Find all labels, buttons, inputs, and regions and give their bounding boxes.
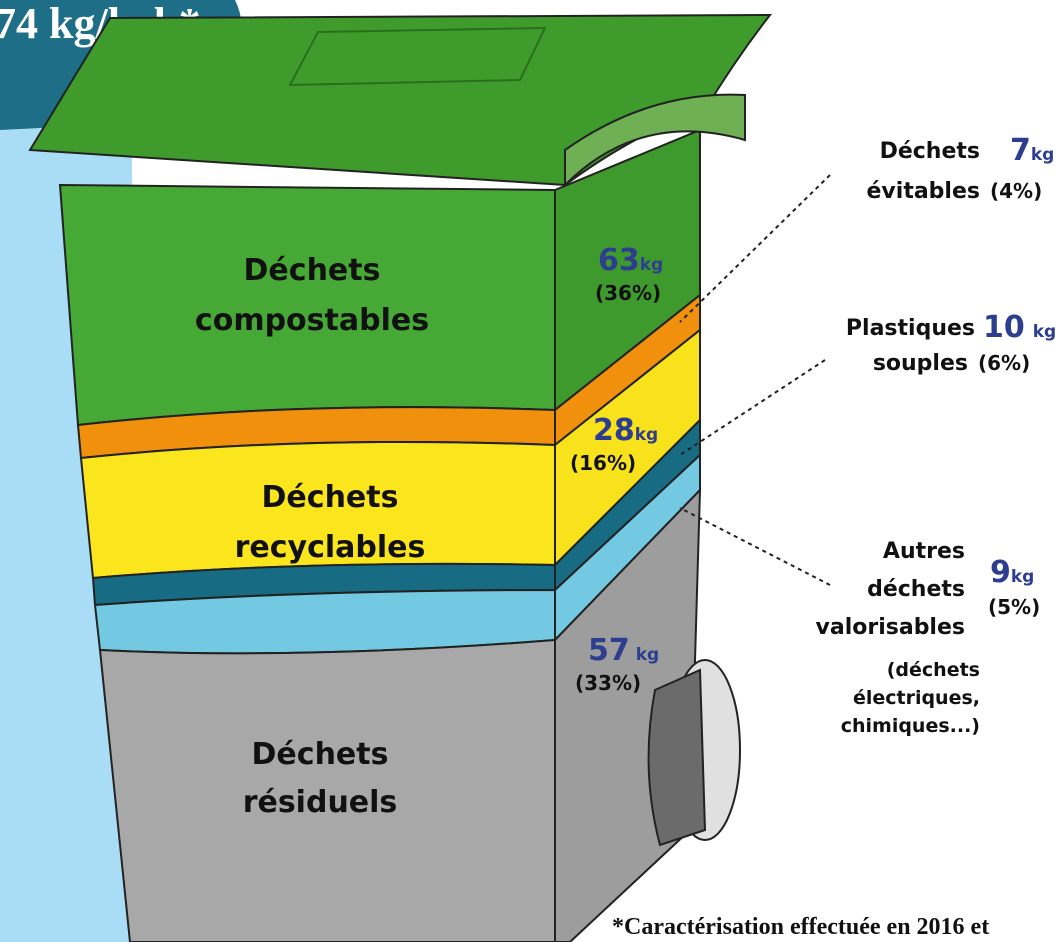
segment-label: Déchets xyxy=(262,480,399,515)
percent: (16%) xyxy=(570,451,636,475)
note: électriques, xyxy=(853,687,980,709)
value-number: 28 xyxy=(593,413,635,448)
segment-label: recyclables xyxy=(235,530,426,565)
segment-label: souples xyxy=(873,351,968,376)
value-number: 9 xyxy=(990,555,1011,590)
connector xyxy=(680,508,830,585)
value-number: 10 xyxy=(983,310,1025,345)
value-unit: kg xyxy=(635,425,658,445)
value-number: 63 xyxy=(598,243,640,278)
value-unit: kg xyxy=(1031,145,1054,165)
value-unit: kg xyxy=(640,255,663,275)
wheel xyxy=(649,670,705,845)
note: (déchets xyxy=(887,659,980,681)
percent: (4%) xyxy=(990,179,1042,203)
segment-label: Déchets xyxy=(880,139,980,164)
segment-label: résiduels xyxy=(243,785,398,820)
percent: (33%) xyxy=(575,671,641,695)
infographic: 74 kg/hab* Déchets compostables Déchets … xyxy=(0,0,1063,942)
percent: (5%) xyxy=(988,595,1040,619)
segment-label: Autres xyxy=(883,539,965,564)
segment-label: Déchets xyxy=(244,253,381,288)
segment-label: évitables xyxy=(867,179,980,204)
segment-label: Déchets xyxy=(252,737,389,772)
segment-label: compostables xyxy=(195,303,429,338)
value: 7kg xyxy=(1010,133,1054,168)
value-number: 57 xyxy=(588,633,630,668)
percent: (6%) xyxy=(978,351,1030,375)
value-unit: kg xyxy=(636,645,659,665)
value: 10 kg xyxy=(983,310,1056,345)
percent: (36%) xyxy=(595,281,661,305)
value: 9kg xyxy=(990,555,1034,590)
connector xyxy=(680,175,830,322)
footnote: *Caractérisation effectuée en 2016 et xyxy=(612,914,989,940)
value-unit: kg xyxy=(1011,567,1034,587)
value-number: 7 xyxy=(1010,133,1031,168)
segment-label: déchets xyxy=(867,577,965,602)
value-unit: kg xyxy=(1033,322,1056,342)
segment-label: Plastiques xyxy=(846,316,975,341)
connector xyxy=(680,360,825,455)
note: chimiques...) xyxy=(841,715,980,737)
front-lightblue xyxy=(95,590,555,653)
segment-label: valorisables xyxy=(816,615,965,640)
